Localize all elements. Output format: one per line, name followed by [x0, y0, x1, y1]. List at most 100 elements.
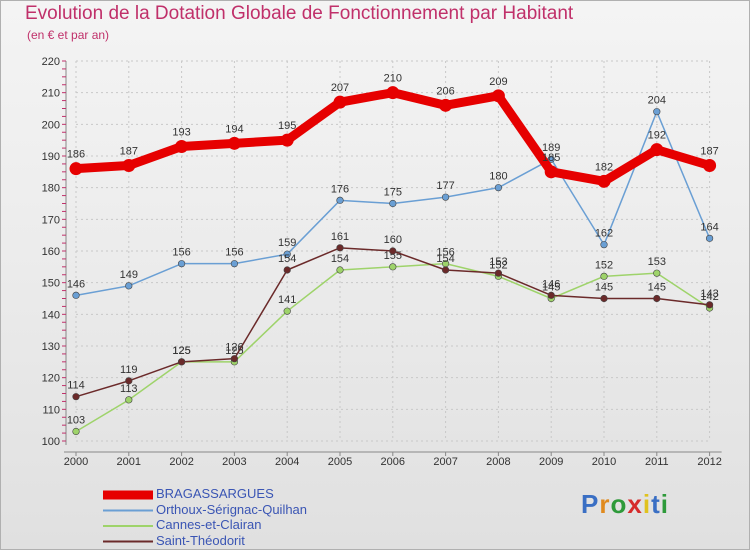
legend-label: Saint-Théodorit	[156, 532, 245, 548]
x-tick-label: 2004	[275, 456, 299, 468]
x-tick-label: 2011	[645, 456, 669, 468]
data-label: 142	[700, 291, 718, 303]
data-label: 145	[542, 282, 560, 294]
data-point	[230, 355, 238, 363]
data-label: 206	[436, 85, 454, 97]
data-label: 209	[489, 76, 507, 88]
logo-letter: P	[581, 489, 600, 519]
data-point	[494, 269, 503, 277]
data-label: 141	[278, 294, 296, 306]
data-point	[283, 307, 291, 315]
data-label: 187	[700, 146, 718, 158]
legend-label: BRAGASSARGUES	[156, 486, 274, 501]
y-tick-label: 120	[42, 373, 60, 385]
data-label: 119	[120, 364, 138, 376]
y-tick-label: 130	[42, 341, 60, 353]
data-label: 145	[595, 282, 613, 294]
data-label: 195	[278, 120, 296, 132]
data-label: 156	[225, 247, 243, 259]
data-point	[280, 133, 294, 147]
data-point	[389, 199, 397, 208]
data-label: 143	[700, 288, 718, 300]
data-point	[705, 301, 714, 309]
data-label: 154	[331, 253, 349, 265]
y-tick-label: 210	[42, 88, 60, 100]
x-tick-label: 2010	[592, 456, 616, 468]
legend-label: Orthoux-Sérignac-Quilhan	[156, 501, 308, 517]
data-label: 207	[331, 82, 349, 94]
logo-letter: o	[610, 489, 628, 519]
x-tick-label: 2009	[539, 456, 563, 468]
y-tick-label: 140	[42, 309, 60, 321]
data-point	[72, 291, 80, 299]
data-label: 164	[700, 221, 718, 233]
x-tick-label: 2003	[222, 456, 246, 468]
y-tick-label: 190	[42, 151, 60, 163]
data-label: 153	[489, 256, 507, 268]
data-point	[491, 89, 505, 103]
data-point	[122, 159, 136, 172]
data-label: 204	[648, 95, 666, 107]
y-tick-label: 220	[42, 56, 60, 68]
data-label: 152	[489, 259, 507, 271]
data-label: 156	[436, 247, 454, 259]
data-label: 176	[331, 183, 349, 195]
data-point	[442, 266, 450, 274]
data-label: 194	[225, 123, 243, 135]
proxiti-logo: Proxiti	[581, 489, 669, 520]
y-tick-label: 150	[42, 278, 60, 290]
data-point	[389, 263, 397, 271]
data-label: 161	[331, 231, 349, 243]
data-point	[703, 159, 717, 172]
data-point	[230, 260, 238, 268]
data-label: 159	[278, 237, 296, 249]
data-point	[333, 95, 347, 109]
data-point	[125, 396, 133, 404]
data-label: 187	[120, 146, 138, 158]
legend-label: Cannes-et-Clairan	[156, 517, 262, 532]
data-point	[227, 136, 241, 150]
data-point	[600, 241, 608, 249]
data-label: 177	[436, 180, 454, 192]
data-label: 189	[542, 142, 560, 154]
data-label: 180	[489, 171, 507, 183]
x-tick-label: 2005	[328, 456, 352, 468]
x-tick-label: 2000	[64, 456, 88, 468]
data-point	[544, 165, 558, 179]
data-point	[125, 377, 133, 385]
data-label: 114	[67, 380, 85, 392]
data-point	[283, 250, 291, 258]
y-tick-label: 200	[42, 119, 60, 131]
x-tick-label: 2007	[433, 456, 457, 468]
data-label: 186	[67, 149, 85, 161]
x-tick-label: 2002	[169, 456, 193, 468]
data-label: 113	[120, 383, 138, 395]
data-label: 126	[225, 342, 243, 354]
data-point	[72, 393, 80, 401]
data-label: 182	[595, 161, 613, 173]
data-label: 103	[67, 415, 85, 427]
data-point	[336, 266, 344, 274]
data-point	[442, 193, 450, 201]
logo-letter: i	[660, 489, 669, 519]
data-label: 149	[120, 269, 138, 281]
data-point	[650, 143, 664, 157]
data-point	[386, 86, 400, 100]
data-point	[178, 260, 186, 268]
logo-letter: r	[599, 489, 611, 519]
data-point	[494, 184, 503, 192]
logo-letter: x	[627, 489, 643, 519]
x-tick-label: 2012	[697, 456, 721, 468]
data-label: 162	[595, 228, 613, 240]
data-point	[389, 247, 397, 255]
data-label: 185	[542, 152, 560, 164]
data-label: 146	[542, 278, 560, 290]
data-point	[600, 294, 608, 303]
data-label: 152	[595, 259, 613, 271]
data-point	[283, 266, 291, 274]
data-point	[178, 358, 186, 366]
data-point	[547, 291, 555, 299]
logo-letter: i	[642, 489, 652, 519]
data-label: 175	[384, 187, 402, 199]
data-label: 145	[648, 282, 666, 294]
